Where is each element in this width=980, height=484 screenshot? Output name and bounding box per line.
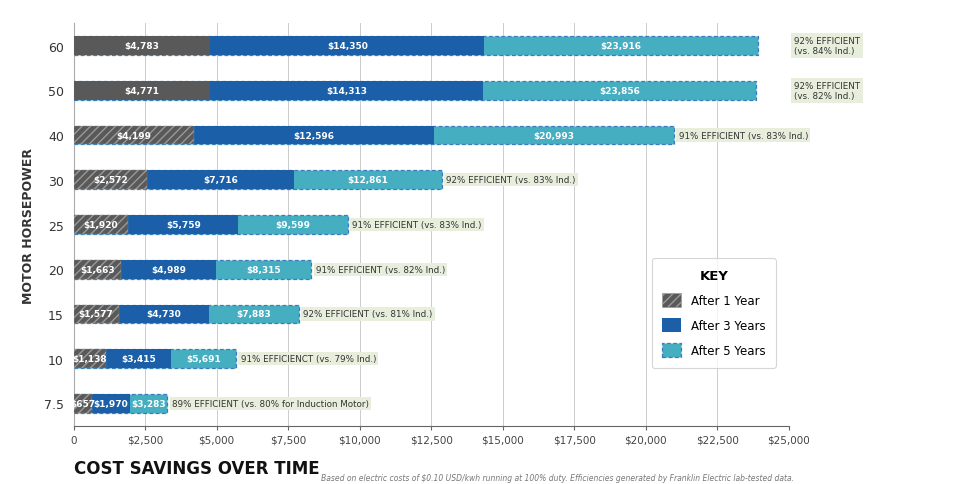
Bar: [74, 349, 172, 368]
Text: $4,783: $4,783: [124, 42, 160, 51]
Text: $23,916: $23,916: [601, 42, 642, 51]
Bar: [74, 260, 217, 279]
Text: 89% EFFICIENT (vs. 80% for Induction Motor): 89% EFFICIENT (vs. 80% for Induction Mot…: [172, 399, 368, 408]
Bar: [74, 260, 312, 279]
Text: $14,313: $14,313: [326, 87, 368, 96]
Text: 91% EFFICIENT (vs. 82% Ind.): 91% EFFICIENT (vs. 82% Ind.): [316, 265, 445, 274]
Text: $3,283: $3,283: [131, 399, 166, 408]
Legend: After 1 Year, After 3 Years, After 5 Years: After 1 Year, After 3 Years, After 5 Yea…: [652, 259, 776, 368]
Text: $4,730: $4,730: [146, 310, 181, 319]
Bar: [74, 171, 147, 190]
Text: $7,883: $7,883: [236, 310, 271, 319]
Bar: [74, 305, 299, 324]
Text: $8,315: $8,315: [247, 265, 281, 274]
Text: 92% EFFICIENT (vs. 83% Ind.): 92% EFFICIENT (vs. 83% Ind.): [446, 176, 575, 185]
Bar: [74, 126, 434, 145]
Bar: [74, 305, 119, 324]
Text: $12,596: $12,596: [293, 131, 334, 140]
Bar: [74, 82, 210, 101]
Text: 91% EFFICIENT (vs. 83% Ind.): 91% EFFICIENT (vs. 83% Ind.): [353, 221, 482, 229]
Text: $3,415: $3,415: [122, 354, 156, 363]
Bar: [74, 305, 209, 324]
Text: 91% EFFICIENCT (vs. 79% Ind.): 91% EFFICIENCT (vs. 79% Ind.): [241, 354, 376, 363]
Text: $1,138: $1,138: [73, 354, 107, 363]
Text: Based on electric costs of $0.10 USD/kwh running at 100% duty. Efficiencies gene: Based on electric costs of $0.10 USD/kwh…: [320, 472, 794, 482]
Text: $1,920: $1,920: [83, 221, 119, 229]
Text: $1,577: $1,577: [78, 310, 114, 319]
Bar: [74, 394, 168, 413]
Text: $14,350: $14,350: [326, 42, 368, 51]
Bar: [74, 349, 236, 368]
Bar: [74, 394, 130, 413]
Text: $1,663: $1,663: [80, 265, 115, 274]
Text: $657: $657: [71, 399, 95, 408]
Text: 92% EFFICIENT
(vs. 84% Ind.): 92% EFFICIENT (vs. 84% Ind.): [794, 37, 859, 56]
Text: $1,970: $1,970: [94, 399, 128, 408]
Text: $4,199: $4,199: [116, 131, 151, 140]
X-axis label: COST SAVINGS OVER TIME: COST SAVINGS OVER TIME: [74, 459, 319, 477]
Text: $4,989: $4,989: [151, 265, 186, 274]
Text: $2,572: $2,572: [93, 176, 127, 185]
Text: $23,856: $23,856: [599, 87, 640, 96]
Bar: [74, 37, 758, 56]
Bar: [74, 126, 674, 145]
Text: $12,861: $12,861: [348, 176, 388, 185]
Text: 92% EFFICIENT (vs. 81% Ind.): 92% EFFICIENT (vs. 81% Ind.): [304, 310, 433, 319]
Text: 91% EFFICIENT (vs. 83% Ind.): 91% EFFICIENT (vs. 83% Ind.): [678, 131, 808, 140]
Bar: [74, 260, 122, 279]
Text: 92% EFFICIENT
(vs. 82% Ind.): 92% EFFICIENT (vs. 82% Ind.): [794, 81, 859, 101]
Bar: [74, 37, 484, 56]
Text: $9,599: $9,599: [275, 221, 311, 229]
Bar: [74, 216, 238, 234]
Text: $5,759: $5,759: [166, 221, 201, 229]
Bar: [74, 171, 442, 190]
Bar: [74, 349, 106, 368]
Bar: [74, 171, 294, 190]
Y-axis label: MOTOR HORSEPOWER: MOTOR HORSEPOWER: [23, 147, 35, 303]
Bar: [74, 82, 483, 101]
Text: $5,691: $5,691: [186, 354, 221, 363]
Bar: [74, 216, 128, 234]
Text: $4,771: $4,771: [124, 87, 160, 96]
Bar: [74, 126, 194, 145]
Bar: [74, 37, 211, 56]
Text: $7,716: $7,716: [203, 176, 238, 185]
Bar: [74, 82, 757, 101]
Bar: [74, 394, 92, 413]
Bar: [74, 216, 348, 234]
Text: $20,993: $20,993: [533, 131, 574, 140]
